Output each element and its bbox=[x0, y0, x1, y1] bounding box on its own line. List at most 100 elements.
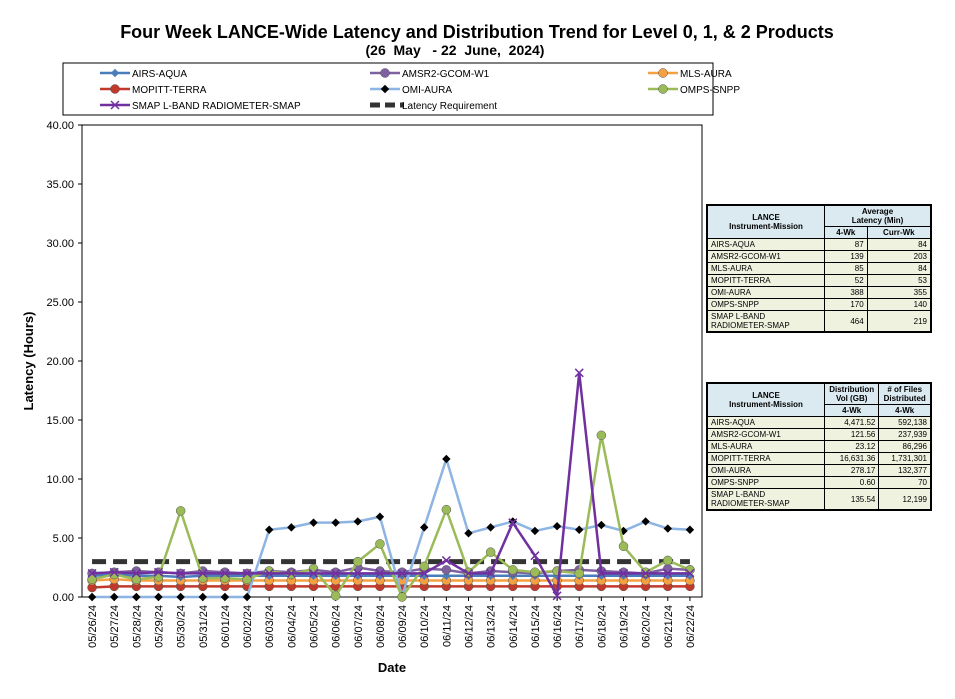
data-point bbox=[87, 574, 97, 585]
x-tick-label: 06/19/24 bbox=[619, 605, 631, 648]
legend-label: AIRS-AQUA bbox=[132, 69, 187, 80]
legend-label: Latency Requirement bbox=[402, 101, 497, 112]
data-point bbox=[265, 525, 274, 534]
data-point bbox=[353, 568, 363, 578]
dist-col-files: # of Files Distributed bbox=[878, 382, 932, 405]
y-tick-label: 40.00 bbox=[46, 120, 74, 132]
data-point bbox=[242, 592, 252, 602]
table-cell-files: 12,199 bbox=[878, 488, 932, 511]
data-point bbox=[663, 555, 673, 566]
x-tick-label: 06/20/24 bbox=[641, 605, 653, 648]
table-cell-mission: MLS-AURA bbox=[706, 440, 825, 453]
table-cell-wk4: 52 bbox=[824, 274, 868, 287]
dist-sub-vol: 4-Wk bbox=[823, 404, 880, 417]
y-tick-label: 15.00 bbox=[46, 415, 74, 427]
data-point bbox=[663, 563, 673, 574]
data-point bbox=[486, 568, 496, 578]
data-point bbox=[87, 592, 97, 602]
legend-item: SMAP L-BAND RADIOMETER-SMAP bbox=[100, 100, 301, 112]
table-cell-curr: 140 bbox=[866, 298, 932, 311]
x-tick-label: 06/05/24 bbox=[309, 605, 321, 648]
data-point bbox=[131, 568, 141, 578]
table-cell-mission: MOPITT-TERRA bbox=[706, 452, 825, 465]
data-point bbox=[220, 592, 230, 602]
table-cell-mission: AMSR2-GCOM-W1 bbox=[706, 250, 825, 263]
data-point bbox=[508, 565, 518, 575]
x-tick-label: 06/11/24 bbox=[441, 605, 453, 647]
data-point bbox=[286, 568, 296, 578]
table-row: MLS-AURA 85 84 bbox=[706, 262, 932, 275]
table-cell-mission: MLS-AURA bbox=[706, 262, 825, 275]
x-tick-label: 06/22/24 bbox=[685, 605, 697, 648]
x-axis: 05/26/24 05/27/24 05/28/24 05/29/24 05/30/24… bbox=[87, 597, 697, 648]
data-point bbox=[552, 591, 562, 601]
table-cell-files: 1,731,301 bbox=[878, 452, 932, 465]
data-point bbox=[618, 568, 629, 578]
y-tick-label: 10.00 bbox=[46, 474, 74, 486]
legend-marker bbox=[110, 68, 120, 78]
table-cell-mission: SMAP L-BAND RADIOMETER-SMAP bbox=[706, 488, 825, 511]
data-point bbox=[154, 592, 163, 602]
legend-item: OMPS-SNPP bbox=[648, 84, 740, 96]
data-point bbox=[464, 529, 473, 538]
x-tick-label: 06/01/24 bbox=[220, 605, 232, 648]
series-line bbox=[92, 585, 690, 589]
table-cell-vol: 135.54 bbox=[823, 488, 880, 511]
data-point bbox=[663, 524, 672, 533]
table-cell-files: 70 bbox=[878, 476, 932, 489]
latency-col-avg: Average Latency (Min) bbox=[824, 204, 932, 227]
data-point bbox=[530, 526, 540, 536]
series-line bbox=[91, 435, 691, 600]
data-point bbox=[663, 568, 673, 578]
data-point bbox=[176, 592, 185, 602]
y-tick-label: 5.00 bbox=[53, 533, 74, 545]
table-row: SMAP L-BAND RADIOMETER-SMAP 464 219 bbox=[706, 310, 932, 333]
table-cell-curr: 84 bbox=[866, 262, 932, 275]
table-cell-curr: 53 bbox=[866, 274, 932, 287]
data-point bbox=[574, 568, 584, 579]
table-cell-vol: 278.17 bbox=[823, 464, 880, 477]
data-point bbox=[375, 568, 385, 578]
data-point bbox=[597, 520, 606, 530]
data-point bbox=[353, 556, 363, 567]
y-tick-label: 20.00 bbox=[46, 356, 74, 368]
series-omps-snpp bbox=[87, 430, 695, 602]
x-tick-label: 06/07/24 bbox=[353, 605, 365, 648]
table-row: OMPS-SNPP 0.60 70 bbox=[706, 476, 932, 489]
y-tick-label: 0.00 bbox=[53, 592, 74, 604]
table-cell-wk4: 464 bbox=[824, 310, 868, 333]
distribution-table: LANCE Instrument-Mission Distribution Vo… bbox=[706, 382, 932, 511]
data-point bbox=[397, 568, 407, 578]
data-point bbox=[419, 561, 429, 572]
table-cell-vol: 23.12 bbox=[823, 440, 880, 453]
legend-label: OMPS-SNPP bbox=[680, 85, 740, 96]
latency-table: LANCE Instrument-Mission Average Latency… bbox=[706, 204, 932, 333]
data-point bbox=[530, 551, 540, 561]
data-point bbox=[242, 568, 252, 578]
data-point bbox=[242, 574, 252, 585]
table-row: AMSR2-GCOM-W1 139 203 bbox=[706, 250, 932, 263]
data-point bbox=[441, 504, 452, 515]
x-tick-label: 06/09/24 bbox=[397, 605, 409, 648]
data-point bbox=[198, 573, 208, 583]
data-point bbox=[330, 591, 341, 601]
table-row: AMSR2-GCOM-W1 121.56 237,939 bbox=[706, 428, 932, 441]
x-tick-label: 05/31/24 bbox=[198, 605, 210, 648]
data-point bbox=[441, 565, 452, 575]
x-tick-label: 05/27/24 bbox=[109, 605, 121, 648]
y-axis-label: Latency (Hours) bbox=[21, 312, 36, 411]
data-point bbox=[397, 592, 407, 602]
table-cell-mission: MOPITT-TERRA bbox=[706, 274, 825, 287]
legend-label: AMSR2-GCOM-W1 bbox=[402, 69, 490, 80]
table-row: MOPITT-TERRA 16,631.36 1,731,301 bbox=[706, 452, 932, 465]
x-tick-label: 06/02/24 bbox=[242, 605, 254, 648]
data-point bbox=[87, 568, 97, 578]
series-omi-aura bbox=[87, 454, 695, 602]
x-tick-label: 06/03/24 bbox=[264, 605, 276, 648]
data-point bbox=[132, 592, 141, 602]
x-axis-label: Date bbox=[378, 660, 406, 675]
table-cell-vol: 0.60 bbox=[823, 476, 880, 489]
latency-sub-curr: Curr-Wk bbox=[866, 226, 932, 239]
table-cell-wk4: 170 bbox=[824, 298, 868, 311]
data-point bbox=[641, 568, 651, 578]
